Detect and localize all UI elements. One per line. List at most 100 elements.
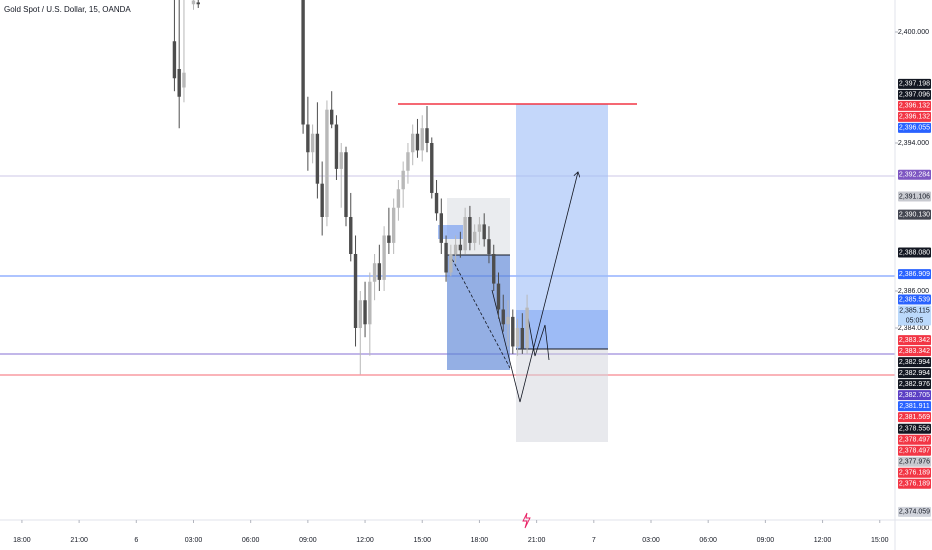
price-label-text: 2,382.705	[899, 392, 930, 399]
price-label-box	[898, 434, 931, 445]
x-tick-label: 18:00	[471, 537, 489, 544]
price-label: 2,397.096	[898, 89, 931, 100]
price-label-box	[898, 305, 931, 326]
price-label: 2,396.055	[898, 122, 931, 133]
price-label-box	[898, 191, 931, 202]
candle-body	[358, 300, 362, 328]
candle-body	[315, 133, 320, 184]
candle-body	[310, 133, 315, 153]
candle-body	[334, 124, 339, 169]
candle-body	[472, 231, 477, 243]
price-axis: 2,400.000 2,394.000 2,386.000 2,384.000 2,39…	[895, 29, 931, 517]
candles	[172, 0, 529, 375]
price-label: 2,376.189	[898, 478, 931, 489]
x-tick-label: 21:00	[528, 537, 546, 544]
price-label: 2,392.284	[898, 169, 931, 180]
price-label: 2,382.705	[898, 390, 931, 401]
candle-body	[434, 192, 439, 214]
target-zone	[516, 104, 608, 310]
x-tick-label: 03:00	[642, 537, 660, 544]
price-label-box	[898, 247, 931, 258]
price-label-text: 2,385.115	[899, 307, 930, 314]
candle-body	[191, 0, 196, 5]
price-label-text: 2,385.539	[899, 296, 930, 303]
price-label-box	[898, 390, 931, 401]
price-label: 2,386.909	[898, 269, 931, 280]
price-label: 2,377.976	[898, 456, 931, 467]
candle-body	[506, 316, 510, 325]
price-label-box	[898, 456, 931, 467]
price-label: 2,381.911	[898, 401, 931, 412]
candle-body	[196, 2, 200, 5]
candle-body	[415, 133, 420, 151]
price-label-text: 2,378.556	[899, 426, 930, 433]
price-label-text: 2,396.132	[899, 103, 930, 110]
price-label: 2,385.115 05:05	[898, 305, 931, 326]
price-label: 2,378.497	[898, 434, 931, 445]
price-label-box	[898, 401, 931, 412]
price-label-box	[898, 78, 931, 89]
price-label: 2,396.132	[898, 100, 931, 111]
price-label-text: 2,396.132	[899, 114, 930, 121]
price-label-text: 2,377.976	[899, 459, 930, 466]
stop-zone	[516, 349, 608, 442]
candle-body	[477, 224, 482, 232]
candle-body	[439, 213, 444, 243]
candle-body	[520, 327, 525, 349]
price-label-text: 2,376.189	[899, 481, 930, 488]
candle-body	[449, 253, 453, 273]
candle-body	[177, 69, 181, 97]
candle-body	[501, 309, 505, 325]
x-tick-label: 18:00	[13, 537, 31, 544]
dashed-path	[449, 254, 511, 369]
candle-body	[482, 224, 486, 240]
candle-body	[387, 235, 391, 243]
price-label-box	[898, 269, 931, 280]
price-label-text: 2,396.055	[899, 125, 930, 132]
candle-body	[430, 142, 434, 193]
target-zone	[447, 255, 510, 370]
zone	[438, 225, 463, 239]
candle-body	[463, 216, 467, 251]
time-axis: 18:00 21:00 6 03:00 06:00 09:00 12:00 15:00 18:0…	[13, 520, 889, 544]
price-label: 2,383.342	[898, 335, 931, 346]
price-label-box	[898, 478, 931, 489]
price-label-box	[898, 209, 931, 220]
candle-body	[411, 133, 415, 153]
candle-body	[444, 242, 448, 273]
price-label-box	[898, 346, 931, 357]
price-label-text: 2,382.994	[899, 370, 930, 377]
candle-body	[320, 183, 324, 217]
price-label: 2,374.059	[898, 506, 931, 517]
price-label-box	[898, 506, 931, 517]
price-label: 2,376.189	[898, 467, 931, 478]
x-tick-label: 6	[134, 537, 138, 544]
price-label-text: 2,388.080	[899, 249, 930, 256]
price-label-box	[898, 294, 931, 305]
x-tick-label: 21:00	[70, 537, 88, 544]
price-label: 2,382.994	[898, 368, 931, 379]
candle-body	[344, 152, 348, 217]
candle-body	[182, 72, 186, 88]
x-tick-label: 09:00	[299, 537, 317, 544]
price-label-text: 2,381.569	[899, 414, 930, 421]
candle-body	[368, 281, 372, 325]
candle-body	[511, 316, 515, 347]
price-label-box	[898, 423, 931, 434]
lightning-icon[interactable]	[522, 512, 531, 529]
candle-body	[377, 263, 382, 280]
candle-body	[172, 41, 177, 79]
price-label-text: 2,376.189	[899, 470, 930, 477]
price-label-box	[898, 89, 931, 100]
price-label-text: 2,382.994	[899, 359, 930, 366]
candle-body	[496, 283, 501, 310]
candle-body	[420, 128, 424, 151]
price-label-box	[898, 467, 931, 478]
x-tick-label: 15:00	[413, 537, 431, 544]
drawings	[0, 103, 895, 442]
candle-body	[468, 216, 472, 243]
candle-body	[353, 253, 358, 328]
price-label-box	[898, 111, 931, 122]
price-label-box	[898, 357, 931, 368]
